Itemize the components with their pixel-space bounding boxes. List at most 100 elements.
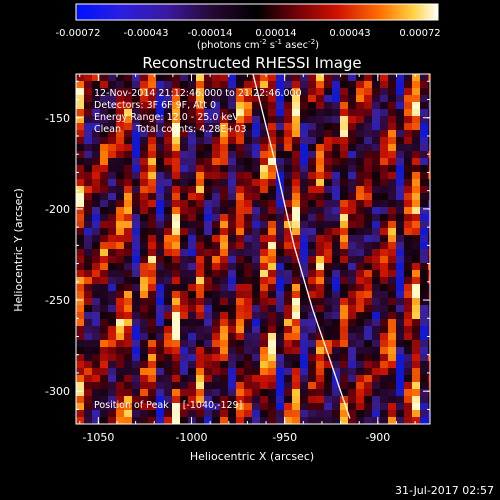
heatmap-cell bbox=[212, 256, 221, 264]
heatmap-cell bbox=[332, 186, 341, 194]
colorbar-tick-label: 0.00014 bbox=[255, 28, 296, 39]
heatmap-cell bbox=[276, 186, 285, 194]
heatmap-cell bbox=[268, 270, 277, 278]
heatmap-cell bbox=[220, 186, 229, 194]
heatmap-cell bbox=[284, 186, 293, 194]
heatmap-cell bbox=[260, 193, 269, 201]
heatmap-cell bbox=[188, 193, 197, 201]
heatmap-cell bbox=[276, 165, 285, 173]
heatmap-cell bbox=[428, 186, 430, 194]
heatmap-cell bbox=[420, 158, 429, 166]
heatmap-cell bbox=[260, 137, 269, 145]
heatmap-cell bbox=[100, 158, 109, 166]
heatmap-cell bbox=[244, 123, 253, 131]
heatmap-cell bbox=[332, 417, 341, 424]
heatmap-cell bbox=[364, 361, 373, 369]
heatmap-cell bbox=[236, 417, 245, 424]
heatmap-cell bbox=[388, 221, 397, 229]
heatmap-cell bbox=[92, 298, 101, 306]
heatmap-cell bbox=[116, 249, 125, 257]
heatmap-cell bbox=[100, 200, 109, 208]
heatmap-cell bbox=[292, 221, 301, 229]
heatmap-cell bbox=[380, 74, 389, 82]
heatmap-cell bbox=[188, 186, 197, 194]
heatmap-cell bbox=[252, 95, 261, 103]
heatmap-cell bbox=[116, 144, 125, 152]
heatmap-cell bbox=[388, 200, 397, 208]
heatmap-cell bbox=[316, 312, 325, 320]
heatmap-cell bbox=[364, 382, 373, 390]
heatmap-cell bbox=[108, 158, 117, 166]
heatmap-cell bbox=[92, 263, 101, 271]
heatmap-cell bbox=[412, 326, 421, 334]
heatmap-cell bbox=[204, 214, 213, 222]
heatmap-cell bbox=[180, 214, 189, 222]
heatmap-cell bbox=[372, 207, 381, 215]
heatmap-cell bbox=[372, 81, 381, 89]
heatmap-cell bbox=[428, 284, 430, 292]
heatmap-cell bbox=[308, 417, 317, 424]
heatmap-cell bbox=[340, 95, 349, 103]
heatmap-cell bbox=[204, 228, 213, 236]
heatmap-cell bbox=[380, 214, 389, 222]
heatmap-cell bbox=[260, 270, 269, 278]
heatmap-cell bbox=[316, 228, 325, 236]
heatmap-cell bbox=[412, 137, 421, 145]
heatmap-cell bbox=[188, 347, 197, 355]
heatmap-cell bbox=[388, 116, 397, 124]
heatmap-cell bbox=[124, 102, 133, 110]
heatmap-cell bbox=[84, 298, 93, 306]
heatmap-cell bbox=[220, 200, 229, 208]
heatmap-cell bbox=[268, 277, 277, 285]
heatmap-cell bbox=[156, 221, 165, 229]
heatmap-cell bbox=[364, 186, 373, 194]
heatmap-cell bbox=[412, 305, 421, 313]
heatmap-cell bbox=[388, 361, 397, 369]
heatmap-cell bbox=[116, 235, 125, 243]
heatmap-cell bbox=[356, 116, 365, 124]
heatmap-cell bbox=[244, 88, 253, 96]
heatmap-cell bbox=[100, 137, 109, 145]
heatmap-cell bbox=[132, 95, 141, 103]
heatmap-cell bbox=[412, 221, 421, 229]
heatmap-cell bbox=[420, 228, 429, 236]
heatmap-cell bbox=[412, 270, 421, 278]
heatmap-cell bbox=[356, 382, 365, 390]
heatmap-cell bbox=[300, 291, 309, 299]
heatmap-cell bbox=[428, 270, 430, 278]
heatmap-cell bbox=[380, 151, 389, 159]
heatmap-cell bbox=[156, 235, 165, 243]
heatmap-cell bbox=[364, 410, 373, 418]
heatmap-cell bbox=[148, 186, 157, 194]
heatmap-cell bbox=[140, 193, 149, 201]
heatmap-cell bbox=[340, 340, 349, 348]
heatmap-cell bbox=[108, 151, 117, 159]
heatmap-cell bbox=[428, 109, 430, 117]
heatmap-cell bbox=[228, 172, 237, 180]
heatmap-cell bbox=[316, 130, 325, 138]
heatmap-cell bbox=[220, 165, 229, 173]
heatmap-cell bbox=[340, 130, 349, 138]
heatmap-cell bbox=[252, 165, 261, 173]
heatmap-cell bbox=[332, 277, 341, 285]
heatmap-cell bbox=[204, 221, 213, 229]
heatmap-cell bbox=[292, 179, 301, 187]
heatmap-cell bbox=[180, 291, 189, 299]
heatmap-cell bbox=[332, 270, 341, 278]
heatmap-cell bbox=[324, 291, 333, 299]
heatmap-cell bbox=[324, 102, 333, 110]
heatmap-cell bbox=[372, 193, 381, 201]
heatmap-cell bbox=[212, 403, 221, 411]
heatmap-cell bbox=[212, 130, 221, 138]
heatmap-cell bbox=[324, 270, 333, 278]
heatmap-cell bbox=[148, 284, 157, 292]
heatmap-cell bbox=[196, 340, 205, 348]
heatmap-cell bbox=[364, 319, 373, 327]
heatmap-cell bbox=[428, 340, 430, 348]
heatmap-cell bbox=[412, 368, 421, 376]
heatmap-cell bbox=[244, 347, 253, 355]
heatmap-cell bbox=[340, 207, 349, 215]
heatmap-cell bbox=[236, 165, 245, 173]
heatmap-cell bbox=[284, 109, 293, 117]
heatmap-cell bbox=[140, 396, 149, 404]
